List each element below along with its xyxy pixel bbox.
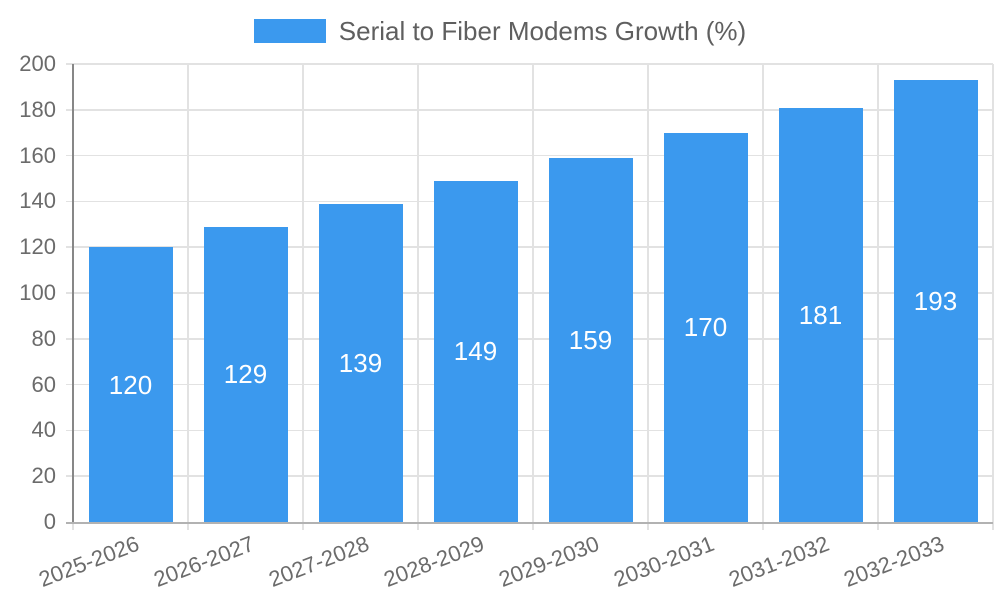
- bar[interactable]: [548, 157, 633, 522]
- bar-value-label: 139: [338, 347, 383, 378]
- gridline-horizontal: [66, 383, 993, 386]
- gridline-horizontal: [66, 200, 993, 203]
- bar-value-label: 159: [568, 324, 613, 355]
- y-tick-label: 140: [19, 188, 56, 214]
- gridline-vertical: [877, 64, 879, 530]
- x-tick-label: 2026-2027: [150, 530, 258, 592]
- legend-item[interactable]: Serial to Fiber Modems Growth (%): [0, 16, 1000, 46]
- x-tick-label: 2025-2026: [35, 530, 143, 592]
- gridline-horizontal: [66, 338, 993, 340]
- bar[interactable]: [203, 226, 288, 522]
- bar[interactable]: [778, 107, 863, 522]
- gridline-vertical: [992, 64, 994, 530]
- bar[interactable]: [318, 203, 403, 522]
- x-tick-label: 2030-2031: [610, 530, 718, 592]
- x-tick-label: 2028-2029: [380, 530, 488, 592]
- gridline-vertical: [187, 64, 189, 530]
- y-axis-line: [72, 64, 74, 522]
- bar[interactable]: [893, 80, 978, 522]
- gridline-vertical: [302, 64, 304, 530]
- gridline-horizontal: [66, 246, 993, 248]
- gridline-horizontal: [66, 292, 993, 294]
- bar[interactable]: [663, 132, 748, 522]
- gridline-horizontal: [66, 109, 993, 111]
- legend-swatch: [253, 19, 326, 43]
- gridline-horizontal: [66, 154, 993, 157]
- gridline-horizontal: [66, 475, 993, 477]
- y-tick-label: 100: [19, 280, 56, 305]
- bar[interactable]: [88, 247, 173, 522]
- bar[interactable]: [433, 180, 518, 522]
- bar-value-label: 120: [108, 369, 153, 400]
- y-tick-label: 80: [31, 325, 56, 351]
- gridline-vertical: [762, 64, 764, 530]
- gridline-horizontal: [66, 63, 993, 65]
- gridline-vertical: [647, 64, 649, 530]
- x-axis-line: [66, 522, 993, 524]
- bar-value-label: 170: [683, 312, 728, 343]
- x-tick-label: 2029-2030: [495, 530, 603, 592]
- y-tick-label: 0: [43, 509, 56, 534]
- bar-value-label: 193: [913, 286, 958, 316]
- bar-value-label: 129: [223, 359, 268, 390]
- x-tick-label: 2027-2028: [265, 530, 373, 592]
- y-tick-label: 120: [19, 234, 56, 260]
- bar-value-label: 181: [798, 299, 843, 330]
- x-tick-label: 2032-2033: [840, 530, 948, 592]
- plot-area: 120 129 139 149 159 170 181 193: [66, 63, 994, 530]
- y-tick-label: 40: [31, 417, 56, 443]
- legend-label: Serial to Fiber Modems Growth (%): [338, 16, 747, 46]
- bar-value-label: 149: [453, 336, 498, 367]
- axis-tick: [72, 522, 74, 530]
- y-tick-label: 200: [19, 51, 56, 76]
- gridline-horizontal: [66, 429, 993, 432]
- y-tick-label: 20: [31, 463, 56, 489]
- y-tick-label: 180: [19, 96, 56, 122]
- gridline-vertical: [532, 64, 534, 530]
- y-tick-label: 160: [19, 142, 56, 168]
- gridline-vertical: [417, 64, 419, 530]
- y-tick-label: 60: [31, 371, 56, 397]
- x-tick-label: 2031-2032: [725, 530, 833, 592]
